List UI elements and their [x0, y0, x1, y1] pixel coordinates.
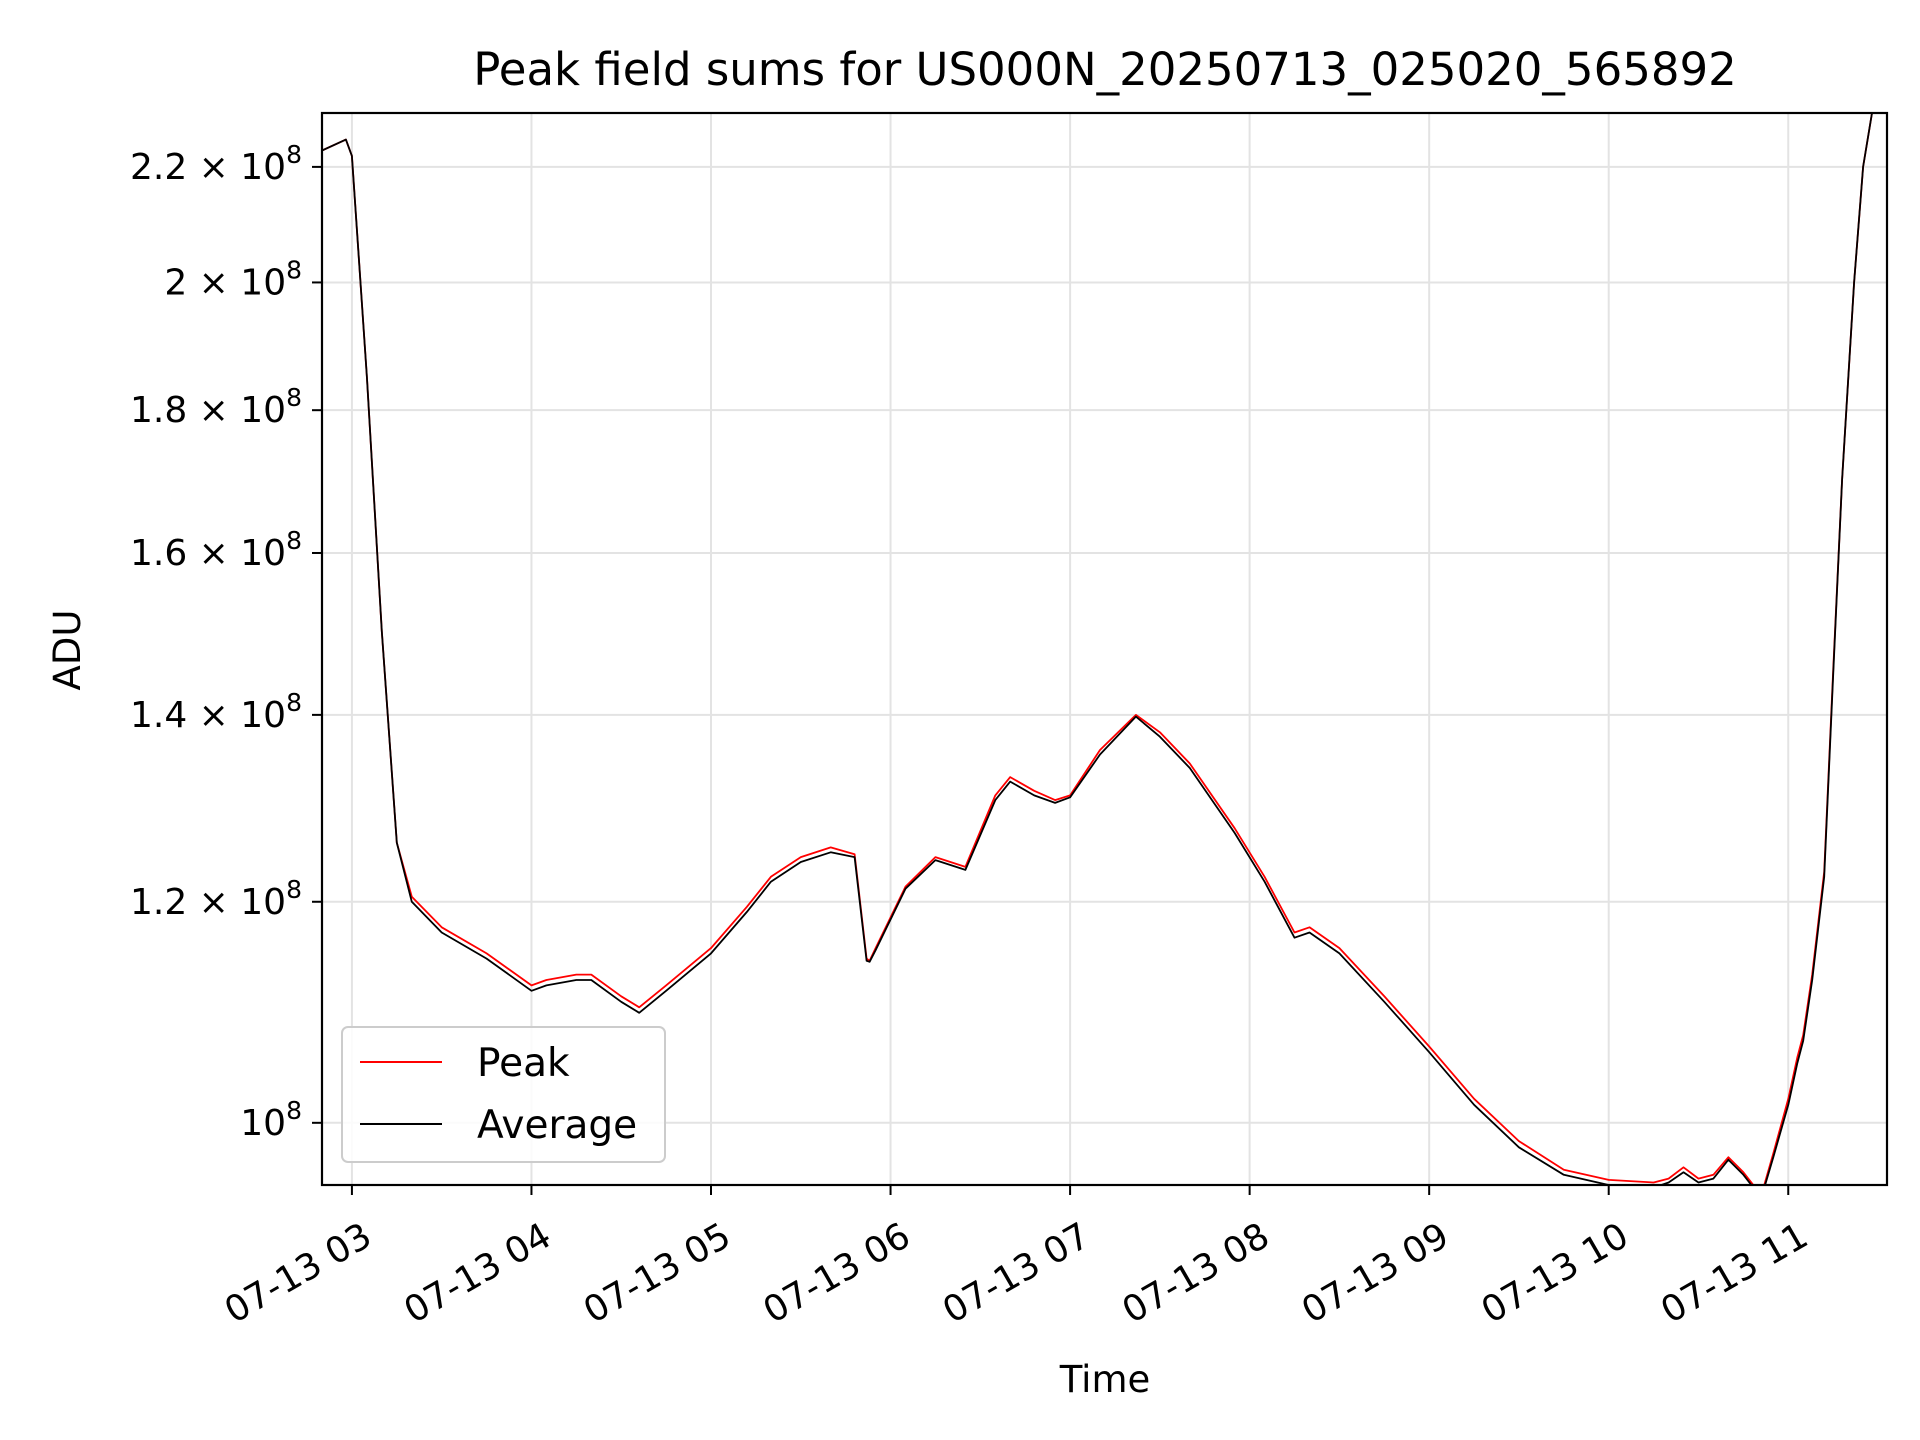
legend: Peak Average: [341, 1026, 666, 1163]
series-line-peak: [322, 113, 1887, 1185]
y-tick-label: 2 × 108: [164, 255, 302, 303]
legend-label-peak: Peak: [477, 1041, 570, 1086]
plot-area: [322, 113, 1887, 1185]
legend-label-average: Average: [477, 1103, 637, 1148]
y-tick-label: 108: [240, 1096, 302, 1144]
chart-title: Peak field sums for US000N_20250713_0250…: [473, 43, 1736, 96]
grid: [322, 113, 1887, 1185]
y-tick-label: 1.8 × 108: [130, 383, 302, 431]
y-tick-label: 1.6 × 108: [130, 526, 302, 574]
y-tick-label: 1.2 × 108: [130, 875, 302, 923]
y-tick-label: 2.2 × 108: [130, 140, 302, 188]
y-axis-label: ADU: [46, 610, 89, 691]
y-tick-label: 1.4 × 108: [130, 688, 302, 736]
legend-box: [341, 1026, 666, 1163]
plot-frame: [320, 111, 1889, 1187]
series-line-average: [322, 113, 1887, 1185]
y-axis: 108 1.2 × 108 1.4 × 108 1.6 × 108 1.8 × 108 2…: [130, 140, 322, 1144]
x-axis-label: Time: [1059, 1358, 1151, 1401]
